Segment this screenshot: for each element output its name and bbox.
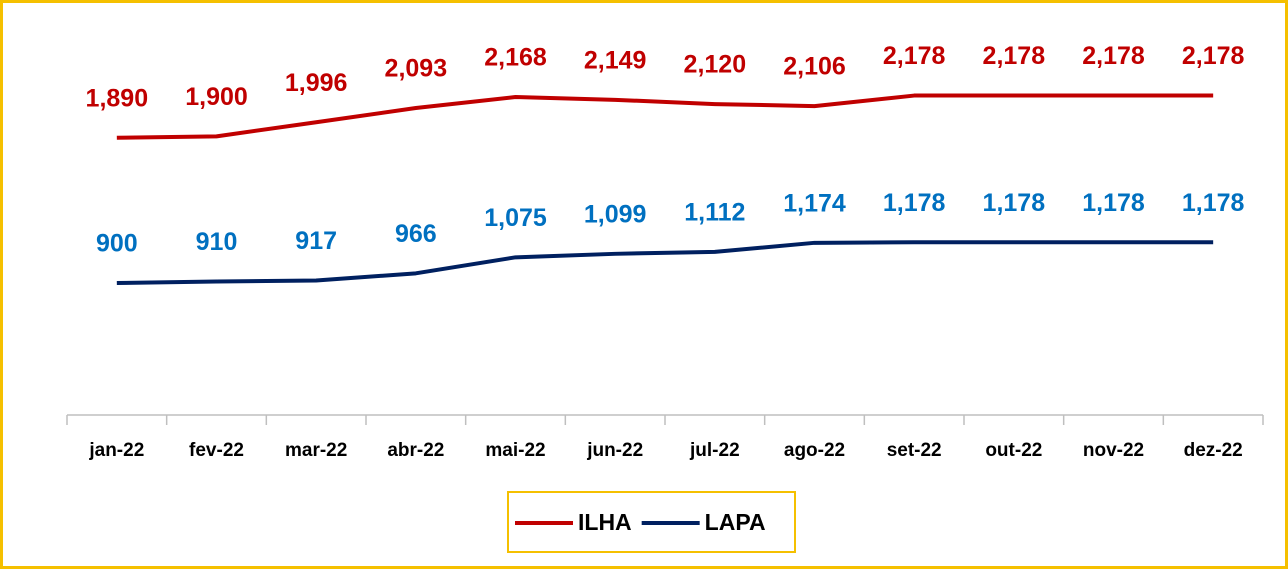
data-label: 917 bbox=[295, 227, 337, 255]
data-label: 1,075 bbox=[484, 204, 547, 232]
data-label: 2,178 bbox=[1182, 42, 1245, 70]
data-label: 1,900 bbox=[185, 83, 248, 111]
legend-label: ILHA bbox=[578, 509, 632, 535]
data-label: 2,120 bbox=[684, 51, 747, 79]
data-label: 2,093 bbox=[385, 55, 448, 83]
x-tick-label: fev-22 bbox=[189, 440, 244, 461]
x-tick-label: mai-22 bbox=[485, 440, 545, 461]
x-tick-label: abr-22 bbox=[387, 440, 444, 461]
data-label: 2,178 bbox=[983, 42, 1046, 70]
series-line bbox=[116, 93, 1214, 140]
data-label: 2,106 bbox=[783, 53, 846, 81]
data-label: 1,174 bbox=[783, 189, 846, 217]
x-tick-label: jan-22 bbox=[88, 440, 144, 461]
legend-label: LAPA bbox=[705, 509, 766, 535]
data-label: 1,178 bbox=[1182, 189, 1245, 217]
data-label: 1,112 bbox=[684, 199, 745, 227]
x-tick-label: out-22 bbox=[985, 440, 1042, 461]
data-label: 2,178 bbox=[883, 42, 946, 70]
data-label: 910 bbox=[196, 228, 238, 256]
data-label: 1,996 bbox=[285, 69, 348, 97]
x-tick-label: dez-22 bbox=[1184, 440, 1243, 461]
data-label: 1,099 bbox=[584, 200, 647, 228]
data-label: 2,168 bbox=[484, 44, 547, 72]
x-tick-label: jun-22 bbox=[586, 440, 643, 461]
x-tick-label: ago-22 bbox=[784, 440, 845, 461]
x-tick-label: jul-22 bbox=[689, 440, 740, 461]
data-label: 1,178 bbox=[1082, 189, 1145, 217]
data-label: 2,149 bbox=[584, 46, 647, 74]
data-label: 2,178 bbox=[1082, 42, 1145, 70]
x-tick-label: mar-22 bbox=[285, 440, 347, 461]
x-tick-label: nov-22 bbox=[1083, 440, 1144, 461]
data-label: 1,178 bbox=[883, 189, 946, 217]
x-tick-label: set-22 bbox=[887, 440, 942, 461]
data-label: 966 bbox=[395, 220, 437, 248]
data-label: 900 bbox=[96, 230, 138, 258]
data-label: 1,890 bbox=[86, 84, 149, 112]
series-line bbox=[116, 240, 1214, 285]
data-label: 1,178 bbox=[983, 189, 1046, 217]
